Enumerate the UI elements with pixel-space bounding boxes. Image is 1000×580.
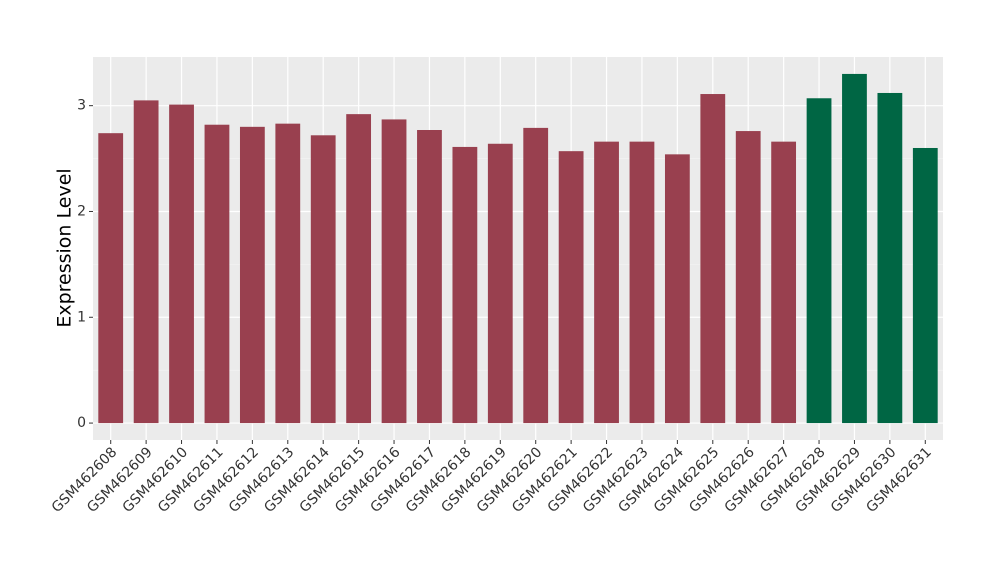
panel [93, 57, 943, 440]
bar [912, 147, 938, 424]
bar [877, 92, 903, 424]
y-tick-label: 2 [77, 203, 86, 219]
bar [771, 141, 797, 424]
bar [239, 126, 265, 424]
bar [169, 104, 194, 424]
bar [558, 151, 584, 424]
bar [310, 135, 336, 424]
y-tick-label: 3 [77, 98, 86, 114]
bar [133, 100, 159, 424]
y-tick-label: 1 [77, 309, 86, 325]
bar [523, 127, 549, 424]
y-tick-label: 0 [77, 415, 86, 431]
bar [487, 143, 513, 424]
y-axis-title: Expression Level [54, 168, 76, 327]
bar [417, 130, 442, 424]
bar [275, 123, 301, 424]
bar [381, 119, 407, 424]
bar [594, 141, 619, 424]
bar [842, 73, 867, 424]
bar [735, 131, 761, 424]
bar [452, 146, 478, 424]
bar [204, 124, 230, 424]
bar [629, 141, 655, 424]
bar [664, 154, 690, 424]
bar [806, 98, 832, 424]
bar [700, 94, 726, 424]
bar [98, 133, 124, 424]
bar [346, 114, 372, 424]
